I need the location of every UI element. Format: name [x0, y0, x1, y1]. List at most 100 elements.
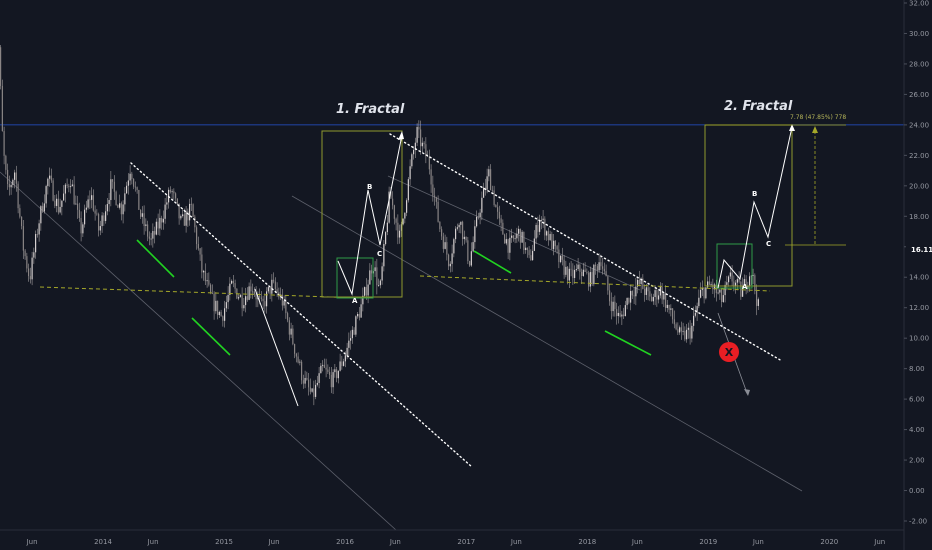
candle-body — [588, 272, 590, 287]
candle-body — [169, 189, 171, 192]
candle-body — [579, 264, 581, 272]
candle-body — [435, 197, 437, 202]
inner-box-1 — [336, 257, 374, 299]
candle-body — [113, 181, 115, 192]
candle-body — [126, 185, 128, 194]
candle-body — [7, 169, 9, 185]
candle-body — [344, 355, 346, 362]
candle-body — [17, 183, 19, 209]
candle-body — [694, 312, 696, 316]
candle-body — [379, 280, 381, 286]
wave-label-c-2: C — [766, 240, 771, 248]
candle-body — [532, 250, 534, 261]
time-tick-label: 2016 — [336, 538, 354, 546]
candle-body — [295, 353, 297, 357]
candle-body — [208, 280, 210, 285]
time-tick-label: Jun — [147, 538, 159, 546]
time-tick-label: Jun — [389, 538, 401, 546]
candle-body — [211, 293, 213, 294]
candle-body — [691, 325, 693, 339]
support-line-dashed — [39, 286, 361, 299]
candle-body — [192, 204, 194, 217]
last-price-tag: 16.11 — [906, 243, 932, 256]
candle-body — [35, 234, 37, 253]
candle-body — [201, 254, 203, 273]
candle-body — [290, 328, 292, 335]
measure-label: 7.78 (47.85%) 778 — [790, 114, 846, 121]
candle-body — [619, 312, 621, 317]
candle-body — [505, 239, 507, 244]
candle-body — [82, 224, 84, 234]
candle-body — [631, 290, 633, 296]
candle-body — [206, 280, 208, 282]
candle-body — [106, 204, 108, 212]
candle-body — [479, 212, 481, 218]
candle-body — [456, 227, 458, 229]
candle-body — [260, 297, 262, 299]
candle-body — [31, 257, 33, 280]
candle-body — [682, 330, 684, 332]
candle-body — [679, 327, 681, 333]
candle-body — [250, 286, 252, 292]
price-tick-label: 10.00 — [909, 335, 929, 343]
candle-body — [259, 295, 261, 298]
candle-body — [264, 301, 266, 307]
candle-body — [483, 187, 485, 198]
candle-body — [749, 276, 751, 286]
candle-body — [654, 290, 656, 298]
candle-body — [10, 184, 12, 188]
candle-body — [199, 248, 201, 255]
candle-body — [204, 270, 206, 282]
candle-body — [570, 268, 572, 270]
candle-body — [243, 305, 245, 309]
candle-body — [232, 280, 234, 284]
candle-body — [285, 300, 287, 314]
candle-body — [448, 254, 450, 267]
fractal-box-1 — [321, 130, 403, 298]
candle-body — [593, 264, 595, 285]
candle-body — [22, 226, 24, 251]
candle-body — [523, 231, 525, 251]
candle-body — [712, 284, 714, 290]
candle-body — [747, 285, 749, 289]
candle-body — [586, 272, 588, 273]
candle-body — [561, 255, 563, 260]
candle-body — [738, 279, 740, 282]
candle-body — [442, 236, 444, 249]
candle-body — [742, 285, 744, 297]
candle-body — [255, 294, 257, 300]
candle-body — [575, 269, 577, 270]
candle-body — [687, 327, 689, 330]
candle-body — [267, 287, 269, 292]
candle-body — [176, 198, 178, 204]
channel-line — [291, 195, 803, 492]
candle-body — [446, 242, 448, 255]
candle-body — [729, 272, 731, 277]
candle-body — [526, 247, 528, 251]
candle-body — [369, 270, 371, 285]
candle-body — [320, 365, 322, 374]
candle-body — [516, 233, 518, 239]
candle-body — [162, 218, 164, 223]
candle-body — [430, 169, 432, 185]
candle-body — [453, 239, 455, 254]
price-tick-label: 2.00 — [909, 457, 925, 465]
trendline-dotted — [130, 162, 473, 468]
support-line-dashed — [419, 275, 771, 292]
candle-body — [341, 361, 343, 366]
candle-body — [136, 187, 138, 190]
candle-body — [736, 279, 738, 283]
candle-body — [465, 236, 467, 241]
time-axis[interactable]: Jun 2014 Jun 2015 Jun 2016 Jun 2017 Jun 2018 Jun 20… — [0, 529, 904, 546]
candle-body — [621, 314, 623, 317]
candle-body — [596, 266, 598, 271]
candle-body — [45, 186, 47, 204]
candle-body — [535, 224, 537, 239]
time-tick-label: Jun — [873, 538, 885, 546]
price-axis[interactable]: -2.00 0.00 2.00 4.00 6.00 8.00 10.00 12.00 14.00… — [903, 0, 929, 550]
candle-body — [553, 240, 555, 250]
candle-body — [33, 252, 35, 258]
wave-label-b-2: B — [752, 190, 757, 198]
candle-body — [752, 275, 754, 276]
